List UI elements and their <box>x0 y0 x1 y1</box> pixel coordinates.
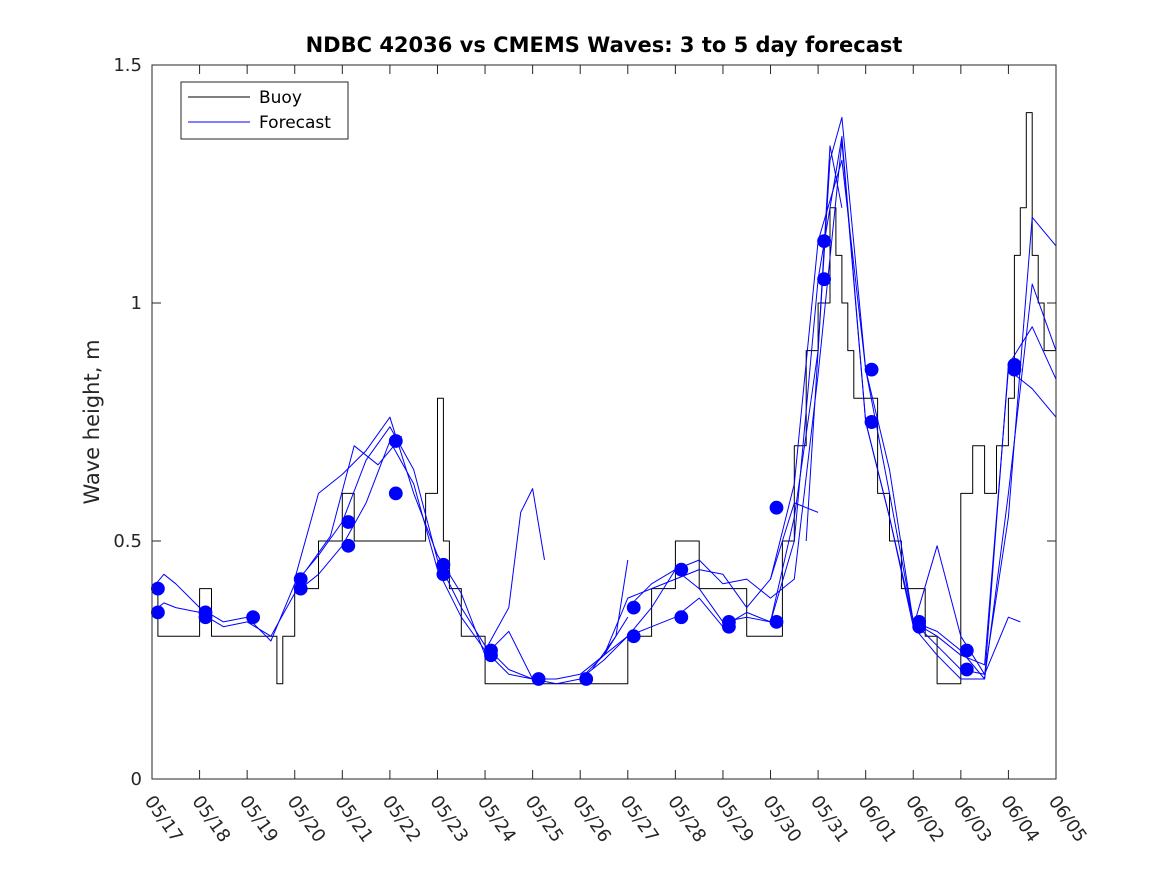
forecast-series-line-8 <box>627 140 1057 680</box>
forecast-marker-point <box>626 629 641 644</box>
legend-label-buoy: Buoy <box>259 88 302 108</box>
buoy-series-line <box>152 112 1056 685</box>
forecast-marker-point <box>341 538 356 553</box>
forecast-marker-point <box>959 643 974 658</box>
y-tick-label: 0 <box>131 769 142 790</box>
forecast-marker-point <box>864 415 879 429</box>
y-axis-label: Wave height, m <box>80 339 104 504</box>
forecast-marker-point <box>484 648 498 663</box>
forecast-marker-point <box>817 272 831 287</box>
forecast-series-line-5 <box>484 488 545 651</box>
forecast-marker-point <box>1007 362 1022 377</box>
legend-label-forecast: Forecast <box>259 113 331 133</box>
forecast-marker-point <box>246 610 261 625</box>
forecast-marker-point <box>436 567 451 582</box>
forecast-marker-point <box>388 486 403 501</box>
forecast-marker-point <box>674 562 689 577</box>
forecast-marker-point <box>150 605 165 620</box>
forecast-marker-point <box>817 234 831 249</box>
marker-layer <box>150 234 1022 686</box>
forecast-series-line-10 <box>603 502 819 656</box>
legend: Buoy Forecast <box>180 81 349 140</box>
forecast-marker-point <box>341 515 356 529</box>
forecast-marker-point <box>626 600 641 615</box>
plot-area <box>152 65 1056 779</box>
chart-title: NDBC 42036 vs CMEMS Waves: 3 to 5 day fo… <box>306 33 903 57</box>
forecast-marker-point <box>150 581 165 596</box>
forecast-series-line-4 <box>306 435 403 570</box>
forecast-marker-point <box>769 615 784 629</box>
forecast-marker-point <box>722 619 736 634</box>
y-tick-label: 1 <box>131 293 142 314</box>
forecast-marker-point <box>579 672 594 686</box>
plot-frame <box>151 64 1057 780</box>
forecast-marker-point <box>388 434 403 448</box>
forecast-series-line-13 <box>912 545 1021 675</box>
y-tick-label: 1.5 <box>113 55 142 76</box>
forecast-series-line-12 <box>805 145 843 542</box>
forecast-marker-point <box>912 619 927 634</box>
forecast-marker-point <box>769 500 784 515</box>
forecast-marker-point <box>674 610 689 625</box>
forecast-marker-point <box>198 610 213 625</box>
legend-box <box>180 81 349 140</box>
forecast-marker-point <box>293 581 308 596</box>
forecast-series-line-11 <box>591 559 629 670</box>
y-tick-label: 0.5 <box>113 531 142 552</box>
forecast-marker-point <box>531 672 546 686</box>
forecast-marker-point <box>959 662 974 677</box>
forecast-marker-point <box>864 362 879 377</box>
